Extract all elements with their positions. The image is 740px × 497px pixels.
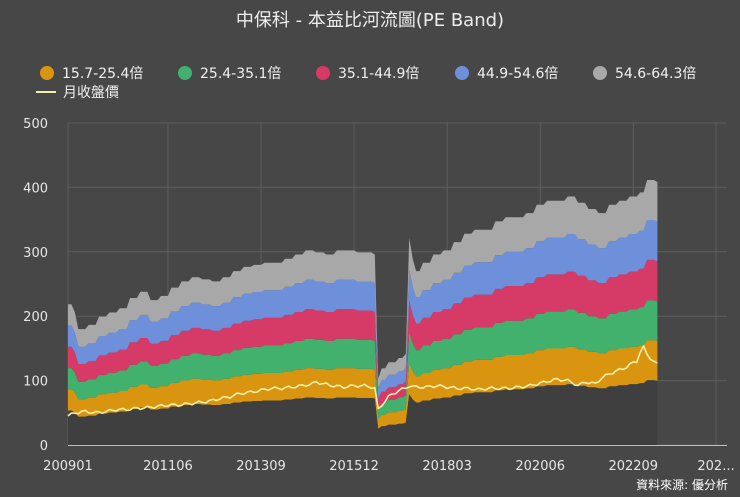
source-label: 資料來源: 優分析 xyxy=(636,478,728,492)
legend-label: 15.7-25.4倍 xyxy=(62,66,143,82)
chart-title: 中保科 - 本益比河流圖(PE Band) xyxy=(236,10,504,31)
legend-label: 44.9-54.6倍 xyxy=(477,66,558,82)
x-tick-label: 202... xyxy=(697,459,734,474)
legend-label: 月收盤價 xyxy=(63,84,119,101)
below-band-area xyxy=(68,380,658,445)
legend-swatch xyxy=(316,66,330,80)
y-tick-label: 500 xyxy=(23,117,48,132)
y-tick-label: 400 xyxy=(23,181,48,196)
legend-item: 35.1-44.9倍 xyxy=(316,66,419,82)
legend-label: 25.4-35.1倍 xyxy=(200,66,281,82)
legend-item-close: 月收盤價 xyxy=(36,84,119,101)
legend-label: 35.1-44.9倍 xyxy=(338,66,419,82)
pe-band-2 xyxy=(68,300,658,419)
close-price-line xyxy=(67,345,658,417)
y-tick-label: 200 xyxy=(23,310,48,325)
legend-swatch xyxy=(40,66,54,80)
legend-item: 25.4-35.1倍 xyxy=(178,66,281,82)
x-tick-label: 201106 xyxy=(143,459,193,474)
pe-bands xyxy=(68,180,658,445)
x-axis: 200901 201106 201309 201512 201803 202006 2022… xyxy=(43,445,735,474)
y-tick-label: 100 xyxy=(23,375,48,390)
legend-item: 15.7-25.4倍 xyxy=(40,66,143,82)
legend-swatch xyxy=(455,66,469,80)
x-tick-label: 200901 xyxy=(43,459,93,474)
x-tick-label: 201512 xyxy=(329,459,379,474)
y-axis: 0 100 200 300 400 500 xyxy=(23,117,48,454)
y-tick-label: 0 xyxy=(40,439,48,454)
pe-band-3 xyxy=(68,259,658,409)
legend-item: 44.9-54.6倍 xyxy=(455,66,558,82)
legend-swatch xyxy=(178,66,192,80)
y-tick-label: 300 xyxy=(23,246,48,261)
pe-band-5 xyxy=(68,180,658,389)
x-tick-label: 202209 xyxy=(608,459,658,474)
legend-label: 54.6-64.3倍 xyxy=(615,66,696,82)
legend-item: 54.6-64.3倍 xyxy=(593,66,696,82)
x-tick-label: 201803 xyxy=(422,459,472,474)
x-tick-label: 201309 xyxy=(236,459,286,474)
pe-band-4 xyxy=(68,220,658,399)
legend: 15.7-25.4倍 25.4-35.1倍 35.1-44.9倍 44.9-54.6倍… xyxy=(36,66,696,101)
close-line-group xyxy=(67,345,658,417)
x-tick-label: 202006 xyxy=(515,459,565,474)
legend-swatch xyxy=(593,66,607,80)
